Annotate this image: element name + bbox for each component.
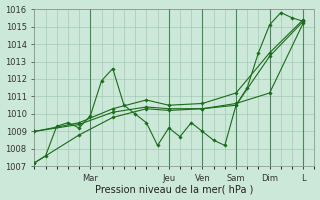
X-axis label: Pression niveau de la mer( hPa ): Pression niveau de la mer( hPa ): [95, 184, 253, 194]
